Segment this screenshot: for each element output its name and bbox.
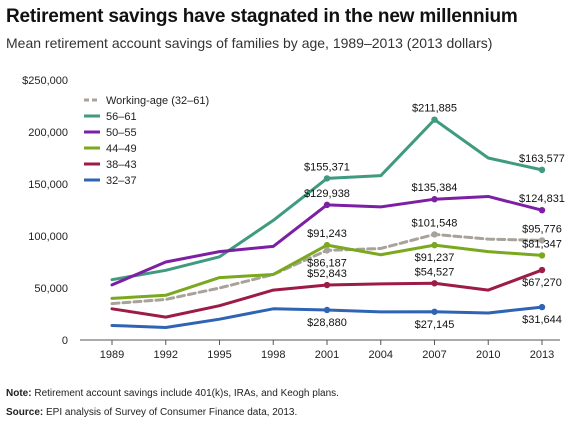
data-point (431, 308, 438, 315)
data-point (431, 231, 438, 238)
data-label: $86,187 (307, 257, 347, 269)
data-point (323, 306, 331, 314)
chart-subtitle: Mean retirement account savings of famil… (6, 35, 493, 51)
data-point (431, 196, 438, 203)
source-label: Source: (6, 407, 44, 418)
data-label: $91,237 (415, 252, 455, 264)
x-tick-label: 2007 (422, 349, 446, 361)
data-label: $129,938 (304, 188, 350, 200)
y-tick-label: 150,000 (28, 179, 68, 191)
y-axis: 0 50,000 100,000 150,000 200,000 $250,000 (22, 75, 68, 347)
legend-label: 38–43 (106, 159, 137, 171)
x-tick-label: 1998 (261, 349, 285, 361)
y-tick-label: 100,000 (28, 231, 68, 243)
data-label: $81,347 (522, 238, 562, 250)
y-tick-label: 50,000 (34, 283, 68, 295)
data-point (538, 266, 546, 274)
data-label: $52,843 (307, 268, 347, 280)
data-point (323, 281, 331, 289)
legend-label: 56–61 (106, 111, 137, 123)
note-label: Note: (6, 388, 32, 399)
legend: Working-age (32–61) 56–61 50–55 44–49 38–43 3… (84, 95, 209, 187)
chart-note: Note: Retirement account savings include… (6, 388, 339, 399)
data-label: $101,548 (412, 217, 458, 229)
data-label: $135,384 (412, 182, 458, 194)
x-tick-label: 1989 (100, 349, 124, 361)
data-label: $31,644 (522, 314, 562, 326)
data-label: $54,527 (415, 266, 455, 278)
legend-label: Working-age (32–61) (106, 95, 209, 107)
line-chart: 0 50,000 100,000 150,000 200,000 $250,000 198… (22, 75, 565, 361)
x-tick-label: 2004 (369, 349, 393, 361)
data-point (538, 252, 546, 259)
data-label: $91,243 (307, 228, 347, 240)
data-point (431, 280, 438, 287)
x-tick-label: 1992 (154, 349, 178, 361)
data-label: $28,880 (307, 317, 347, 329)
data-point (323, 247, 331, 254)
source-text: EPI analysis of Survey of Consumer Finan… (43, 407, 298, 418)
x-tick-label: 2010 (476, 349, 500, 361)
data-point (431, 116, 438, 123)
chart-title: Retirement savings have stagnated in the… (6, 6, 518, 27)
data-label: $124,831 (519, 193, 565, 205)
data-label: $211,885 (412, 103, 457, 115)
data-point (323, 241, 331, 249)
data-label: $163,577 (519, 153, 565, 165)
data-point (538, 206, 546, 214)
data-point (431, 241, 438, 249)
data-labels: $155,371 $211,885 $163,577 $129,938 $135,384… (304, 103, 565, 331)
data-label: $95,776 (522, 223, 562, 235)
data-point (538, 303, 546, 311)
legend-label: 50–55 (106, 127, 137, 139)
x-tick-label: 2013 (530, 349, 554, 361)
x-axis: 1989 1992 1995 1998 2001 2004 2007 2010 2013 (80, 339, 560, 361)
data-label: $155,371 (304, 161, 350, 173)
data-point (538, 166, 546, 174)
note-text: Retirement account savings include 401(k… (31, 388, 339, 399)
x-tick-label: 2001 (315, 349, 339, 361)
y-tick-label: 200,000 (28, 127, 68, 139)
legend-label: 44–49 (106, 143, 137, 155)
data-point (323, 201, 331, 209)
data-label: $27,145 (415, 319, 455, 331)
x-tick-label: 1995 (207, 349, 231, 361)
series-lines (110, 116, 546, 330)
data-point (323, 175, 331, 182)
data-point (538, 237, 546, 244)
y-tick-label: $250,000 (22, 75, 68, 87)
data-label: $67,270 (522, 277, 562, 289)
legend-label: 32–37 (106, 175, 137, 187)
y-tick-label: 0 (62, 335, 68, 347)
chart-source: Source: EPI analysis of Survey of Consum… (6, 407, 297, 418)
